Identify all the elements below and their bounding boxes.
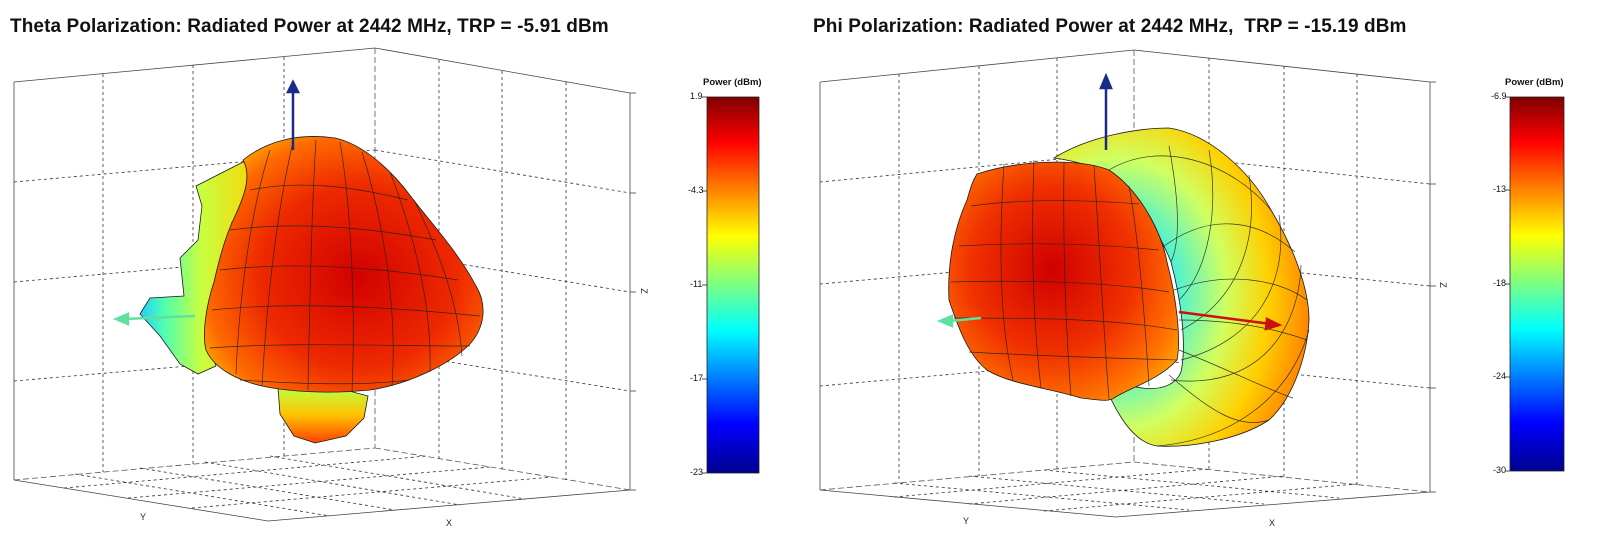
phi-chart-title: Phi Polarization: Radiated Power at 2442… <box>813 16 1407 37</box>
theta-colorbar-tick: 1.9 <box>690 91 703 101</box>
phi-y-axis-label: Y <box>963 516 970 526</box>
phi-z-axis-label: Z <box>1437 282 1448 288</box>
phi-plot-area <box>819 49 1565 518</box>
phi-panel: Phi Polarization: Radiated Power at 2442… <box>809 0 1618 553</box>
phi-colorbar-tick: -13 <box>1493 184 1507 194</box>
theta-colorbar-tick: -4.3 <box>688 185 704 195</box>
theta-y-axis-label: Y <box>140 512 147 522</box>
theta-z-arrow <box>285 79 301 150</box>
phi-x-arrow <box>1178 310 1283 331</box>
phi-colorbar-tick: -18 <box>1493 278 1507 288</box>
phi-colorbar-tick: -30 <box>1493 465 1507 475</box>
theta-colorbar-tick: -11 <box>690 279 703 289</box>
phi-colorbar-label: Power (dBm) <box>1505 77 1564 88</box>
theta-panel: Theta Polarization: Radiated Power at 24… <box>10 16 762 528</box>
theta-colorbar-tick: -23 <box>690 467 704 477</box>
theta-colorbar <box>706 96 760 474</box>
theta-pattern-surface <box>139 136 484 444</box>
phi-pattern-surface <box>948 127 1310 447</box>
theta-plot-area <box>13 47 760 522</box>
phi-colorbar-tick: -24 <box>1493 371 1507 381</box>
theta-chart-title: Theta Polarization: Radiated Power at 24… <box>10 16 609 37</box>
theta-colorbar-label: Power (dBm) <box>703 77 762 88</box>
theta-z-axis-label: Z <box>638 288 649 294</box>
phi-colorbar-tick: -6.9 <box>1491 91 1507 101</box>
phi-y-arrow <box>936 314 982 328</box>
phi-z-arrow <box>1099 72 1113 150</box>
theta-y-arrow <box>112 312 196 326</box>
phi-x-axis-label: X <box>1269 518 1276 528</box>
theta-colorbar-tick: -17 <box>690 373 704 383</box>
theta-x-axis-label: X <box>446 518 453 528</box>
theta-bottom-lobe <box>277 387 369 444</box>
theta-main-lobe <box>204 136 484 393</box>
phi-colorbar <box>1509 96 1565 472</box>
